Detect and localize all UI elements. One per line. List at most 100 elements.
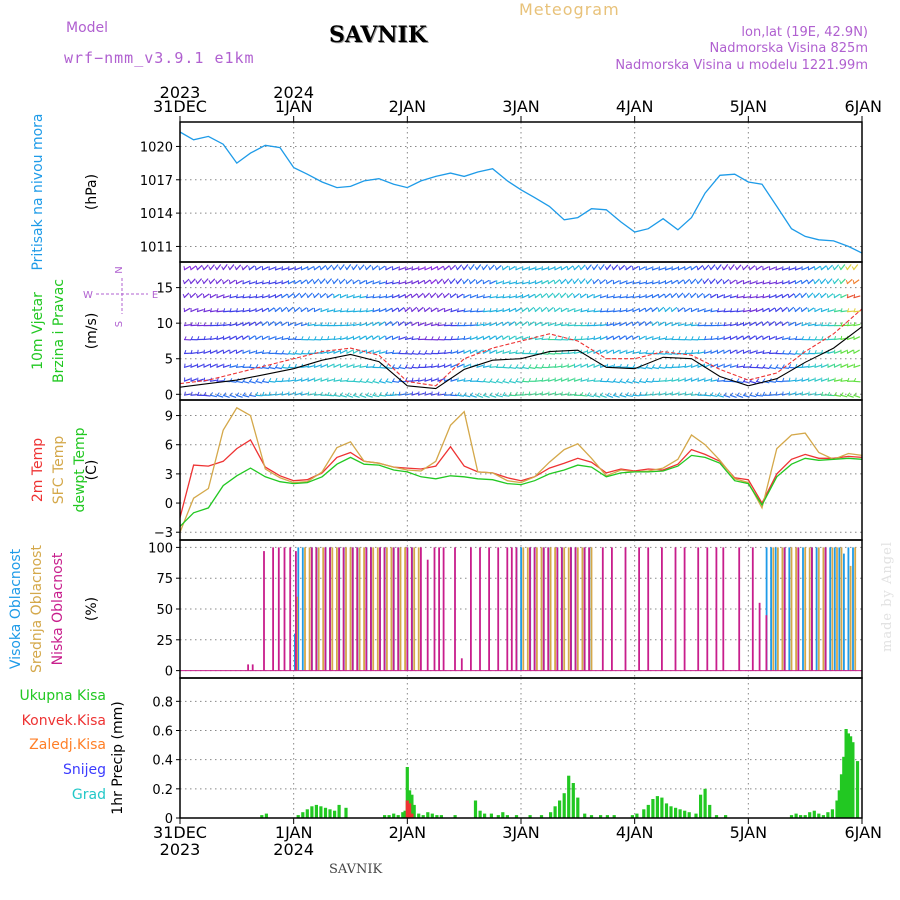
wind-barb-feather [540,293,543,298]
bar [661,547,663,671]
wind-barb-feather [294,350,298,354]
wind-barb-feather [748,266,751,270]
wind-barb-feather [671,363,674,368]
bar [506,547,509,671]
wind-barb-feather [476,308,479,312]
bar [646,804,650,818]
wind-barb-feather [242,378,246,382]
bar [738,547,741,671]
wind-barb-feather [756,391,759,396]
wind-barb-feather [788,377,791,382]
bar [824,547,827,671]
wind-barb-feather [333,308,336,312]
wind-barb-feather [495,335,498,340]
wind-barb-feather [795,363,798,368]
bar [601,547,604,671]
wind-barb-feather [834,392,837,396]
bar [496,815,500,818]
bar [344,807,348,818]
wind-barb-feather [450,336,453,340]
wind-barb-feather [457,308,459,312]
wind-barb-feather [403,307,407,312]
wind-barb-feather [182,280,185,284]
wind-barb-feather [769,391,772,396]
wind-barb-feather [359,378,363,382]
wind-barb-feather [189,293,192,298]
wind-barb-feather [535,364,538,368]
bar [387,815,391,818]
axis-unit: (m/s) [84,313,100,350]
bar [420,547,422,671]
wind-barb-feather [241,266,244,270]
wind-barb-feather [267,321,270,326]
wind-barb-feather [416,293,419,298]
wind-barb-feather [572,280,575,284]
wind-barb-feather [411,350,415,354]
wind-barb-feather [228,280,231,284]
wind-barb-feather [457,377,459,382]
wind-barb-feather [366,378,370,382]
wind-barb-feather [748,335,751,340]
wind-barb-feather [591,266,595,270]
wind-barb-feather [501,335,504,340]
bar [405,767,409,818]
wind-barb-feather [366,308,368,312]
bar [795,547,797,671]
wind-barb-feather [189,266,192,270]
wind-barb-feather [431,391,433,396]
wind-barb-feather [619,294,622,298]
wind-barb-feather [774,307,777,312]
wind-barb-feather [710,335,713,340]
wind-barb-feather [703,293,706,298]
top-day-label: 2JAN [389,97,427,116]
wind-barb-feather [255,378,259,382]
wind-barb-feather [353,321,355,326]
wind-barb-feather [268,378,272,382]
wind-barb-feather [561,391,563,396]
wind-barb-feather [567,336,571,340]
wind-barb-feather [203,335,206,340]
wind-barb-feather [704,391,707,396]
wind-barb-feather [541,363,545,368]
wind-barb-feather [710,377,713,382]
wind-barb-feather [431,363,433,368]
wind-barb-feather [638,307,641,312]
wind-barb-feather [534,293,537,298]
wind-barb-feather [808,321,810,326]
wind-barb-feather [325,266,328,270]
wind-barb-feather [684,307,686,312]
wind-barb-feather [197,322,200,326]
wind-barb-feather [372,321,374,326]
precip-axis-label: 1hr Precip (mm) [110,701,126,814]
station-title: SAVNIK [329,22,427,48]
wind-barb-feather [578,266,582,270]
bar [852,547,854,671]
bar [438,547,440,671]
wind-barb-feather [489,378,493,382]
wind-barb-feather [840,392,844,396]
bar [408,803,412,818]
wind-barb-feather [320,322,323,326]
bar [310,547,313,671]
wind-barb-feather [847,377,850,382]
wind-barb-feather [721,266,725,270]
wind-barb-feather [723,322,726,326]
bar [489,813,493,818]
y-tick-label: 100 [148,541,173,556]
bar [560,547,563,671]
wind-barb-feather [404,293,407,298]
bar [308,547,311,671]
bar [260,815,264,818]
y-tick-label: 0 [165,497,173,512]
bar [399,547,402,671]
wind-barb-feather [235,335,238,340]
wind-barb-feather [561,322,563,326]
wind-barb-feather [195,280,198,284]
wind-barb-feather [580,335,583,340]
bar [483,813,487,818]
wind-barb-feather [587,392,591,396]
wind-barb-feather [468,266,471,270]
y-tick-label: 0 [165,812,173,827]
model-label: Model [66,20,109,36]
wind-barb-feather [182,293,185,298]
